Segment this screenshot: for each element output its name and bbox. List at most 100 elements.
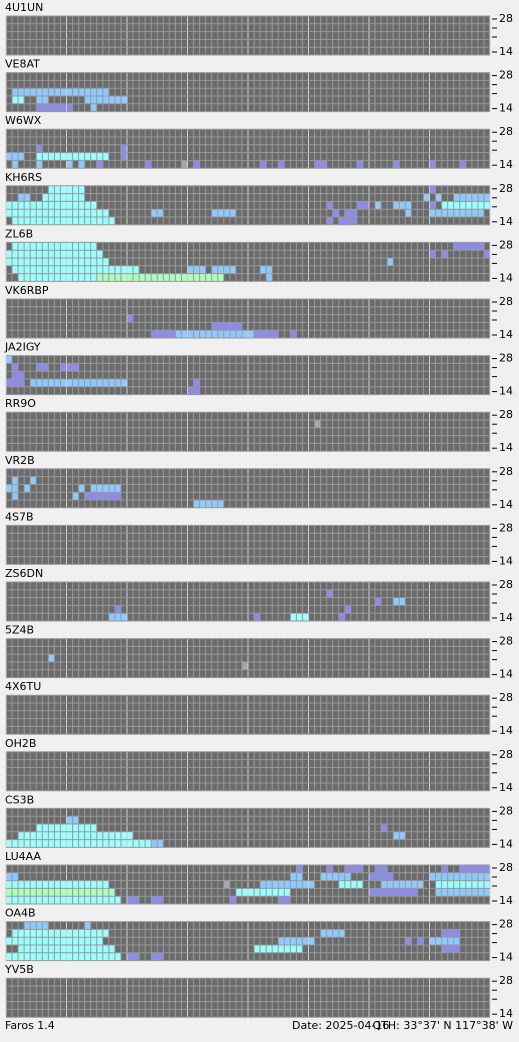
detection (12, 217, 115, 225)
detection (127, 314, 134, 323)
band-top: 28 (499, 748, 513, 761)
band-bottom: 14 (499, 498, 513, 511)
station-name: LU4AA (5, 850, 41, 863)
station-name: YV5B (4, 963, 34, 976)
detection (90, 103, 97, 112)
band-bottom: 14 (499, 837, 513, 850)
detection (441, 929, 460, 938)
band-top: 28 (499, 804, 513, 817)
detection (72, 492, 79, 500)
detection (441, 865, 448, 873)
station-name: CS3B (5, 793, 34, 806)
detection (84, 921, 91, 930)
detection (387, 258, 394, 266)
detection (66, 160, 73, 169)
detection (24, 484, 31, 493)
detection (338, 613, 345, 621)
detection (193, 379, 200, 387)
detection (193, 160, 200, 169)
station-name: OH2B (5, 737, 36, 750)
band-top: 28 (499, 974, 513, 987)
detection (260, 880, 315, 889)
detection (441, 945, 460, 953)
detection (393, 160, 400, 169)
detection (441, 250, 448, 258)
detection (266, 273, 273, 282)
detection (326, 865, 333, 873)
station-name: VK6RBP (5, 284, 49, 297)
detection (114, 605, 121, 614)
band-bottom: 14 (499, 215, 513, 228)
detection (332, 209, 339, 217)
detection (338, 217, 357, 225)
detection (429, 201, 436, 210)
station-name: 4X6TU (5, 680, 41, 693)
detection (96, 160, 103, 169)
detection (435, 880, 490, 889)
detection (326, 589, 333, 598)
detection (314, 420, 321, 428)
station-name: VR2B (5, 454, 35, 467)
detection (6, 258, 109, 266)
band-bottom: 14 (499, 45, 513, 58)
detection (290, 330, 297, 338)
station-name: VE8AT (5, 58, 40, 71)
band-top: 28 (499, 465, 513, 478)
band-bottom: 14 (499, 951, 513, 964)
detection (344, 605, 351, 614)
detection (459, 865, 490, 873)
band-top: 28 (499, 408, 513, 421)
band-bottom: 14 (499, 158, 513, 171)
detection (453, 242, 484, 251)
band-bottom: 14 (499, 554, 513, 567)
band-top: 28 (499, 12, 513, 25)
detection (12, 265, 140, 274)
detection (18, 831, 134, 840)
station-name: KH6RS (5, 171, 42, 184)
detection (375, 201, 382, 210)
band-top: 28 (499, 352, 513, 365)
band-top: 28 (499, 182, 513, 195)
band-top: 28 (499, 635, 513, 648)
detection (417, 937, 424, 945)
detection (356, 160, 363, 169)
detection (254, 613, 261, 621)
band-bottom: 14 (499, 1007, 513, 1020)
station-name: W6WX (5, 114, 42, 127)
station-name: ZS6DN (5, 567, 43, 580)
band-top: 28 (499, 691, 513, 704)
qth: QTH: 33°37' N 117°38' W (373, 1019, 514, 1032)
band-top: 28 (499, 238, 513, 251)
detection (381, 824, 388, 832)
detection (6, 880, 109, 889)
band-bottom: 14 (499, 441, 513, 454)
detection (229, 896, 236, 904)
detection (120, 144, 127, 153)
detection (12, 476, 19, 485)
detection (429, 250, 436, 258)
band-top: 28 (499, 918, 513, 931)
detection (12, 492, 19, 500)
detection (235, 888, 291, 897)
station-name: RR9O (5, 397, 36, 410)
detection (423, 193, 430, 202)
detection (393, 201, 412, 210)
station-name: OA4B (5, 907, 36, 920)
detection (6, 201, 97, 210)
detection (429, 937, 460, 945)
detection (223, 880, 230, 889)
band-top: 28 (499, 578, 513, 591)
detection (175, 330, 255, 338)
detection (429, 185, 436, 194)
detection (6, 379, 25, 387)
detection (290, 613, 309, 621)
detection (6, 209, 109, 217)
station-name: 4U1UN (5, 1, 43, 14)
band-bottom: 14 (499, 385, 513, 398)
detection (405, 937, 412, 945)
station-name: ZL6B (5, 227, 33, 240)
detection (36, 144, 43, 153)
detection (278, 160, 285, 169)
detection (145, 160, 152, 169)
